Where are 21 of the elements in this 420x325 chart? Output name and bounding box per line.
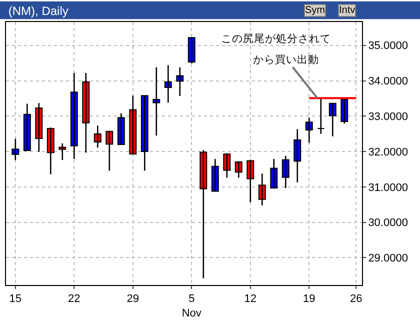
chart-title: (NM), Daily [8, 4, 68, 18]
y-tick-label: 34.0000 [368, 76, 408, 88]
x-tick-label: 12 [244, 293, 257, 306]
x-tick-label: 26 [350, 293, 362, 306]
y-tick-label: 35.0000 [368, 40, 408, 52]
y-tick-label: 33.0000 [368, 111, 408, 124]
x-tick-label: 5 Nov [182, 293, 202, 320]
text: Sym [305, 5, 325, 16]
text: Intv [339, 5, 356, 16]
x-tick-label: 19 [303, 293, 316, 306]
y-tick-label: 29.0000 [368, 252, 408, 265]
y-tick-label: 32.0000 [368, 146, 408, 158]
candlestick [12, 138, 20, 161]
annotation: から買い出動 [253, 53, 319, 66]
y-tick-label: 30.0000 [368, 217, 408, 230]
x-tick-label: 22 [68, 293, 80, 306]
y-tick-label: 31.0000 [368, 182, 408, 194]
x-tick-label: 29 [126, 293, 140, 306]
x-tick-label: 15 [9, 293, 22, 306]
candlestick [317, 98, 325, 134]
annotation: この尻尾が処分されて [221, 33, 331, 45]
